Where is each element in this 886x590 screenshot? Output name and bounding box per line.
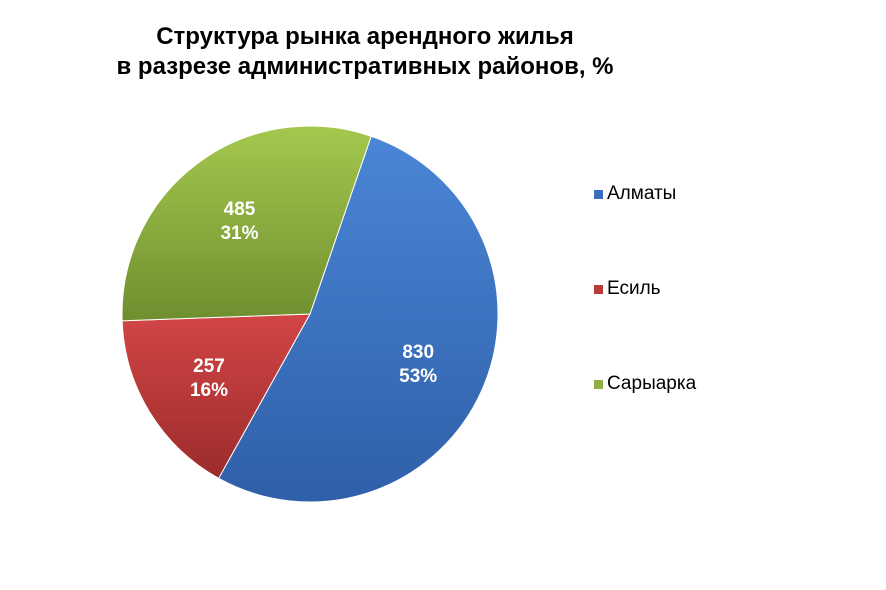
legend-swatch (594, 189, 603, 199)
slice-saryarka (121, 125, 372, 322)
data-label-percent: 16% (190, 380, 228, 401)
legend-item: Сарыарка (594, 373, 696, 395)
data-label-percent: 31% (220, 223, 258, 244)
legend-item: Есиль (594, 278, 661, 300)
legend-swatch (594, 379, 603, 389)
legend-label: Сарыарка (607, 373, 697, 394)
legend-label: Алматы (607, 183, 677, 204)
data-label-value: 485 (224, 199, 256, 220)
data-label-percent: 53% (399, 366, 437, 387)
legend-item: Алматы (594, 183, 676, 205)
legend-swatch (594, 284, 603, 294)
slice-almaty (217, 135, 499, 503)
chart-title-line-2: в разрезе административных районов, % (116, 53, 614, 80)
chart-title-line-1: Структура рынка арендного жилья (156, 23, 574, 50)
data-label-value: 830 (402, 342, 434, 363)
chart-title: Структура рынка арендного жилья в разрез… (0, 22, 730, 82)
data-label-value: 257 (193, 356, 225, 377)
slice-esil (121, 313, 311, 479)
legend-label: Есиль (607, 278, 661, 299)
